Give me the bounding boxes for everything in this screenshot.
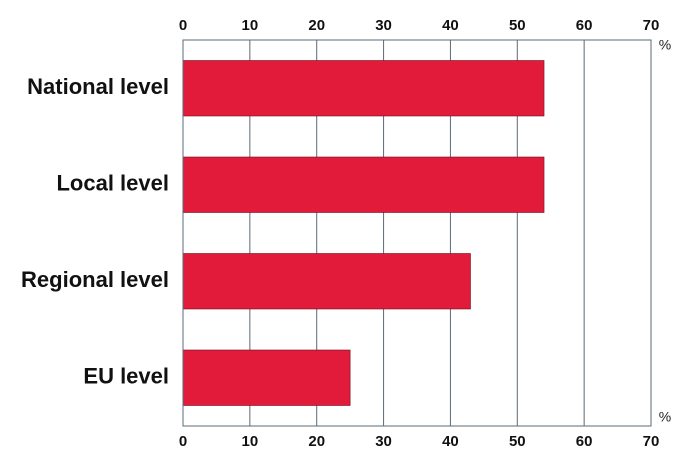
unit-label-top: % (659, 37, 671, 53)
tick-label-bottom-0: 0 (179, 433, 187, 450)
category-label-regional-level: Regional level (21, 267, 169, 292)
bar-national-level (182, 60, 545, 117)
tick-label-bottom-20: 20 (308, 433, 325, 450)
bar-eu-level (182, 349, 351, 406)
tick-label-bottom-50: 50 (509, 433, 526, 450)
tick-label-top-70: 70 (643, 17, 660, 34)
category-label-national-level: National level (27, 74, 169, 99)
tick-label-bottom-30: 30 (375, 433, 392, 450)
tick-label-top-30: 30 (375, 17, 392, 34)
bar-layer (182, 60, 545, 406)
category-label-local-level: Local level (56, 171, 169, 196)
tick-label-top-60: 60 (576, 17, 593, 34)
label-layer: National level Local level Regional level E… (21, 17, 671, 450)
unit-label-bottom: % (659, 409, 671, 425)
axis-layer (182, 39, 652, 427)
tick-label-top-10: 10 (242, 17, 259, 34)
tick-label-top-50: 50 (509, 17, 526, 34)
tick-label-bottom-10: 10 (242, 433, 259, 450)
plot-frame (182, 39, 652, 427)
tick-label-top-20: 20 (308, 17, 325, 34)
bar-regional-level (182, 253, 471, 310)
tick-label-bottom-70: 70 (643, 433, 660, 450)
tick-label-bottom-60: 60 (576, 433, 593, 450)
bar-local-level (182, 156, 545, 213)
tick-label-top-40: 40 (442, 17, 459, 34)
tick-label-bottom-40: 40 (442, 433, 459, 450)
category-label-eu-level: EU level (83, 364, 169, 389)
tick-label-top-0: 0 (179, 17, 187, 34)
